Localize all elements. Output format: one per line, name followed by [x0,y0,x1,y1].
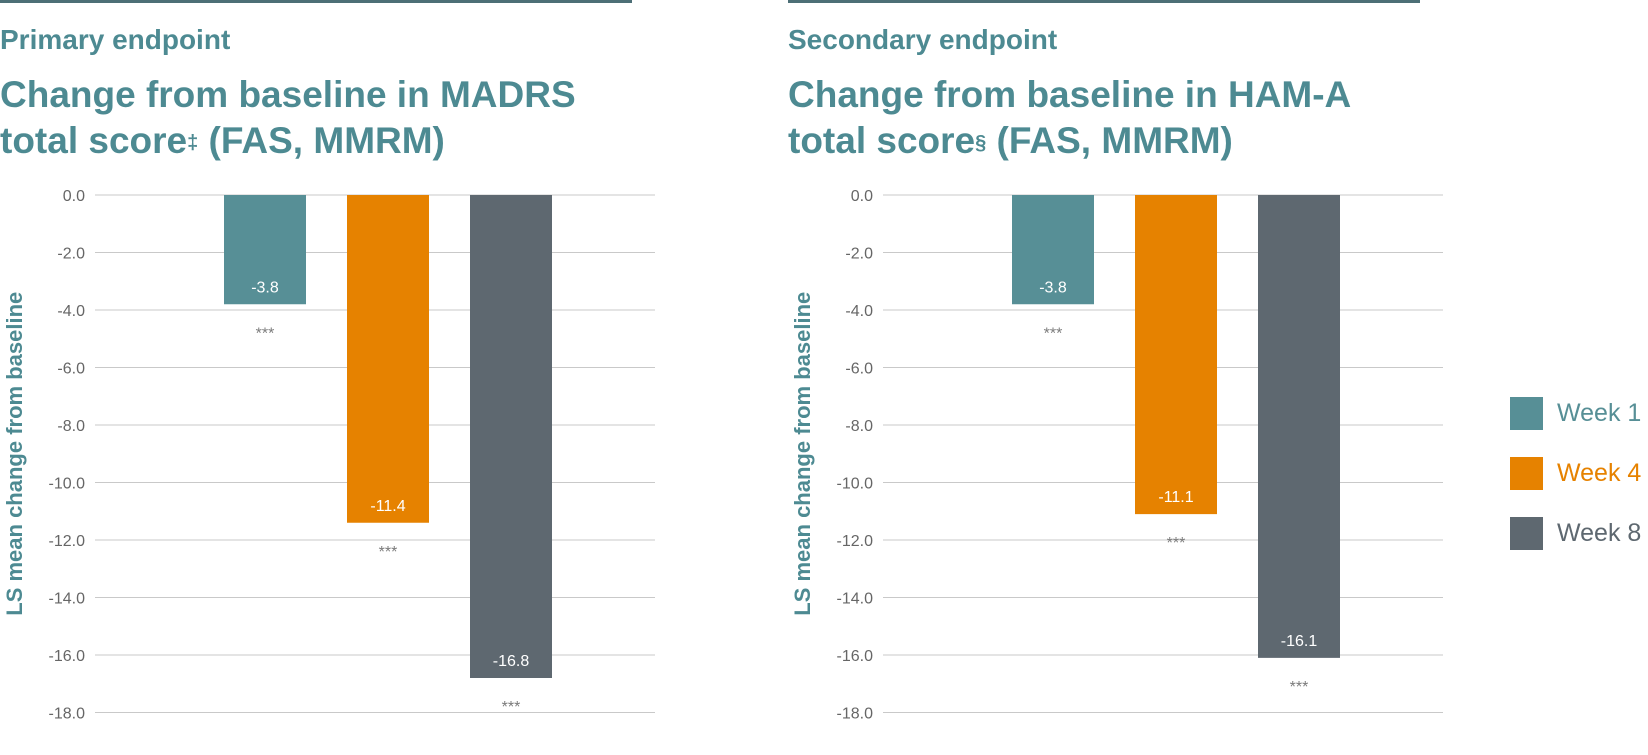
y-tick-label: -2.0 [845,246,873,263]
y-tick-label: -14.0 [837,591,874,608]
madrs-bar-chart: LS mean change from baseline 0.0 -2.0 -4.0 -… [2,188,655,723]
y-tick-label: -6.0 [845,361,873,378]
y-tick-label: -8.0 [845,418,873,435]
title-footnote-mark: § [975,132,987,154]
chart-subtitle: Primary endpoint [0,24,231,55]
y-tick-label: -12.0 [49,533,86,550]
legend-swatch [1510,456,1543,490]
bar-value-label: -3.8 [251,279,279,296]
legend-label: Week 4 [1557,458,1642,487]
secondary-endpoint-panel: Secondary endpoint Change from baseline … [788,0,1648,755]
y-tick-label: -12.0 [837,533,874,550]
bar-week-1 [224,195,306,305]
chart-title-line2-rest: (FAS, MMRM) [198,120,445,161]
y-tick-label: 0.0 [851,188,873,205]
y-tick-label: -10.0 [837,476,874,493]
significance-marker: *** [1044,325,1063,342]
significance-marker: *** [1167,535,1186,552]
chart-title-line2: total score [0,120,188,161]
chart-legend: Week 1 Week 4 Week 8 [1510,395,1641,575]
legend-label: Week 8 [1557,518,1642,547]
y-tick-label: -8.0 [57,418,85,435]
bar-value-label: -16.1 [1281,633,1318,650]
chart-title-line2-rest: (FAS, MMRM) [986,120,1233,161]
legend-swatch [1510,516,1543,550]
chart-title: Change from baseline in HAM-A total scor… [788,72,1351,164]
y-tick-label: -16.0 [49,648,86,665]
bar-week-4 [1135,195,1217,515]
y-tick-label: 0.0 [63,188,85,205]
y-axis-label: LS mean change from baseline [2,292,27,616]
legend-item-week-8: Week 8 [1510,515,1641,551]
bar-week-4 [347,195,429,523]
legend-label: Week 1 [1557,398,1642,427]
top-rule [788,0,1420,3]
y-tick-label: -6.0 [57,361,85,378]
y-tick-label: -18.0 [49,706,86,723]
chart-title-line1: Change from baseline in MADRS [0,74,576,115]
bar-value-label: -11.4 [370,498,405,515]
bar-week-8 [470,195,552,678]
chart-title-line2: total score [788,120,976,161]
legend-swatch [1510,396,1543,430]
legend-item-week-1: Week 1 [1510,395,1641,431]
significance-marker: *** [379,544,398,561]
bar-value-label: -3.8 [1039,279,1067,296]
y-tick-label: -14.0 [49,591,86,608]
significance-marker: *** [502,699,521,716]
significance-marker: *** [256,325,275,342]
y-tick-label: -2.0 [57,246,85,263]
bar-value-label: -11.1 [1158,489,1193,506]
bar-week-8 [1258,195,1340,658]
bar-week-1 [1012,195,1094,305]
chart-subtitle: Secondary endpoint [788,24,1058,55]
y-tick-label: -16.0 [837,648,874,665]
chart-title: Change from baseline in MADRS total scor… [0,72,576,164]
y-tick-label: -4.0 [845,303,873,320]
top-rule [0,0,632,3]
y-tick-label: -18.0 [837,706,874,723]
primary-endpoint-panel: Primary endpoint Change from baseline in… [0,0,760,755]
ham-a-bar-chart: LS mean change from baseline 0.0 -2.0 -4.0 -… [790,188,1443,723]
title-footnote-mark: ‡ [187,132,199,154]
y-axis-label: LS mean change from baseline [790,292,815,616]
bar-value-label: -16.8 [493,653,530,670]
y-tick-label: -4.0 [57,303,85,320]
legend-item-week-4: Week 4 [1510,455,1641,491]
significance-marker: *** [1290,679,1309,696]
chart-title-line1: Change from baseline in HAM-A [788,74,1352,115]
y-tick-label: -10.0 [49,476,86,493]
